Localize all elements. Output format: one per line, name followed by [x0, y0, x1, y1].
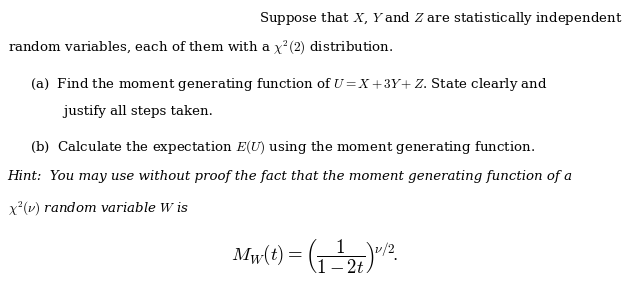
Text: $M_W(t) = \left(\dfrac{1}{1-2t}\right)^{\!\nu/2}\!.$: $M_W(t) = \left(\dfrac{1}{1-2t}\right)^{…: [231, 237, 399, 275]
Text: random variables, each of them with a $\chi^2(2)$ distribution.: random variables, each of them with a $\…: [8, 39, 393, 57]
Text: $\chi^2(\nu)$ random variable $W$ is: $\chi^2(\nu)$ random variable $W$ is: [8, 199, 188, 217]
Text: justify all steps taken.: justify all steps taken.: [30, 105, 213, 118]
Text: (b)  Calculate the expectation $E(U)$ using the moment generating function.: (b) Calculate the expectation $E(U)$ usi…: [30, 138, 535, 156]
Text: Hint:  You may use without proof the fact that the moment generating function of: Hint: You may use without proof the fact…: [8, 170, 573, 183]
Text: Suppose that $X$, $Y$ and $Z$ are statistically independent: Suppose that $X$, $Y$ and $Z$ are statis…: [259, 10, 622, 27]
Text: (a)  Find the moment generating function of $U = X + 3Y + Z$. State clearly and: (a) Find the moment generating function …: [30, 76, 548, 93]
